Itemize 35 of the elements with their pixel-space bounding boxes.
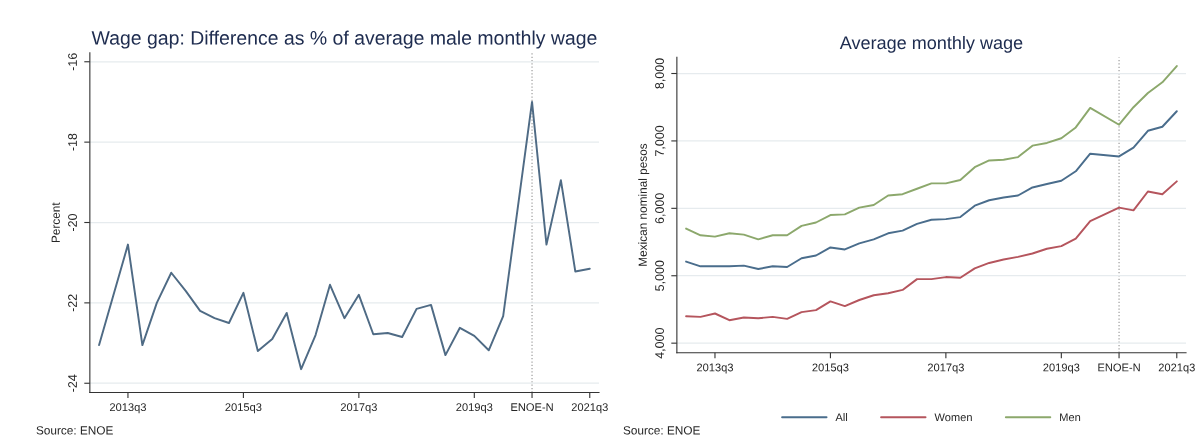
y-axis-title: Percent (51, 202, 60, 243)
x-tick-label: 2013q3 (696, 363, 734, 374)
y-tick-label: 6,000 (655, 193, 666, 224)
line-series (685, 65, 1178, 241)
x-tick-label: 2021q3 (571, 403, 608, 414)
y-tick-label: -24 (68, 374, 77, 392)
y-tick-label: -16 (68, 53, 77, 71)
x-tick-label: 2015q3 (812, 363, 849, 374)
x-tick-label: ENOE-N (511, 403, 553, 412)
x-tick-label: 2021q3 (1158, 363, 1195, 374)
source-note: Source: ENOE (36, 426, 113, 435)
y-tick-label: -18 (68, 133, 77, 151)
y-axis-title: Mexican nominal pesos (638, 143, 650, 266)
legend-label: All (835, 413, 848, 422)
chart-title: Average monthly wage (839, 35, 1023, 53)
x-tick-label: 2017q3 (927, 363, 964, 374)
x-tick-label: 2017q3 (340, 403, 377, 414)
y-tick-label: 7,000 (655, 125, 666, 156)
line-series (685, 180, 1178, 322)
legend-label: Women (934, 413, 972, 422)
y-tick-label: 8,000 (655, 58, 666, 89)
y-tick-label: 5,000 (655, 260, 666, 291)
x-tick-label: 2019q3 (456, 403, 493, 414)
source-note: Source: ENOE (623, 426, 700, 435)
x-tick-label: 2019q3 (1043, 363, 1080, 374)
y-tick-label: 4,000 (655, 328, 666, 359)
chart-title: Wage gap: Difference as % of average male monthly wage (91, 30, 597, 49)
line-series (685, 110, 1178, 270)
x-tick-label: 2013q3 (109, 403, 146, 414)
x-tick-label: 2015q3 (225, 403, 262, 414)
line-series (98, 100, 591, 371)
y-tick-label: -22 (68, 294, 77, 312)
legend-label: Men (1060, 413, 1081, 422)
y-tick-label: -20 (68, 213, 77, 231)
x-tick-label: ENOE-N (1098, 363, 1140, 372)
